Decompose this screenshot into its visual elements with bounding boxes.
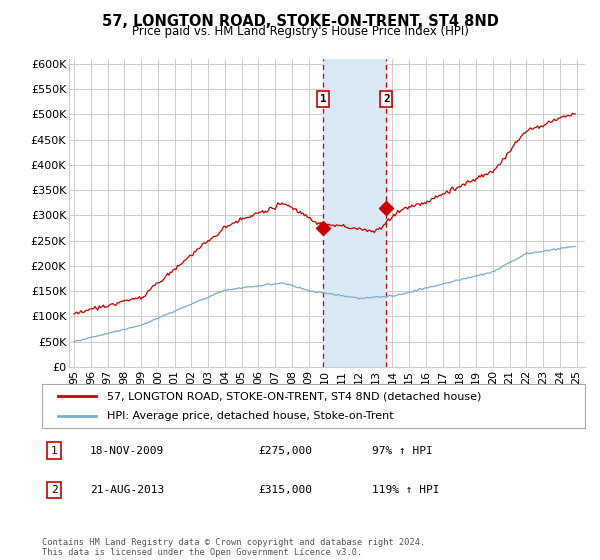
- Text: £275,000: £275,000: [258, 446, 312, 456]
- Text: 1: 1: [320, 94, 326, 104]
- Text: £315,000: £315,000: [258, 485, 312, 495]
- Text: 57, LONGTON ROAD, STOKE-ON-TRENT, ST4 8ND (detached house): 57, LONGTON ROAD, STOKE-ON-TRENT, ST4 8N…: [107, 391, 482, 401]
- Bar: [323, 59, 386, 367]
- Text: Contains HM Land Registry data © Crown copyright and database right 2024.
This d: Contains HM Land Registry data © Crown c…: [42, 538, 425, 557]
- Text: 57, LONGTON ROAD, STOKE-ON-TRENT, ST4 8ND: 57, LONGTON ROAD, STOKE-ON-TRENT, ST4 8N…: [101, 14, 499, 29]
- Text: HPI: Average price, detached house, Stoke-on-Trent: HPI: Average price, detached house, Stok…: [107, 411, 394, 421]
- Text: 2: 2: [383, 94, 389, 104]
- Text: 1: 1: [50, 446, 58, 456]
- Text: 119% ↑ HPI: 119% ↑ HPI: [372, 485, 439, 495]
- Text: 21-AUG-2013: 21-AUG-2013: [90, 485, 164, 495]
- Text: Price paid vs. HM Land Registry's House Price Index (HPI): Price paid vs. HM Land Registry's House …: [131, 25, 469, 38]
- Text: 2: 2: [50, 485, 58, 495]
- Text: 97% ↑ HPI: 97% ↑ HPI: [372, 446, 433, 456]
- Text: 18-NOV-2009: 18-NOV-2009: [90, 446, 164, 456]
